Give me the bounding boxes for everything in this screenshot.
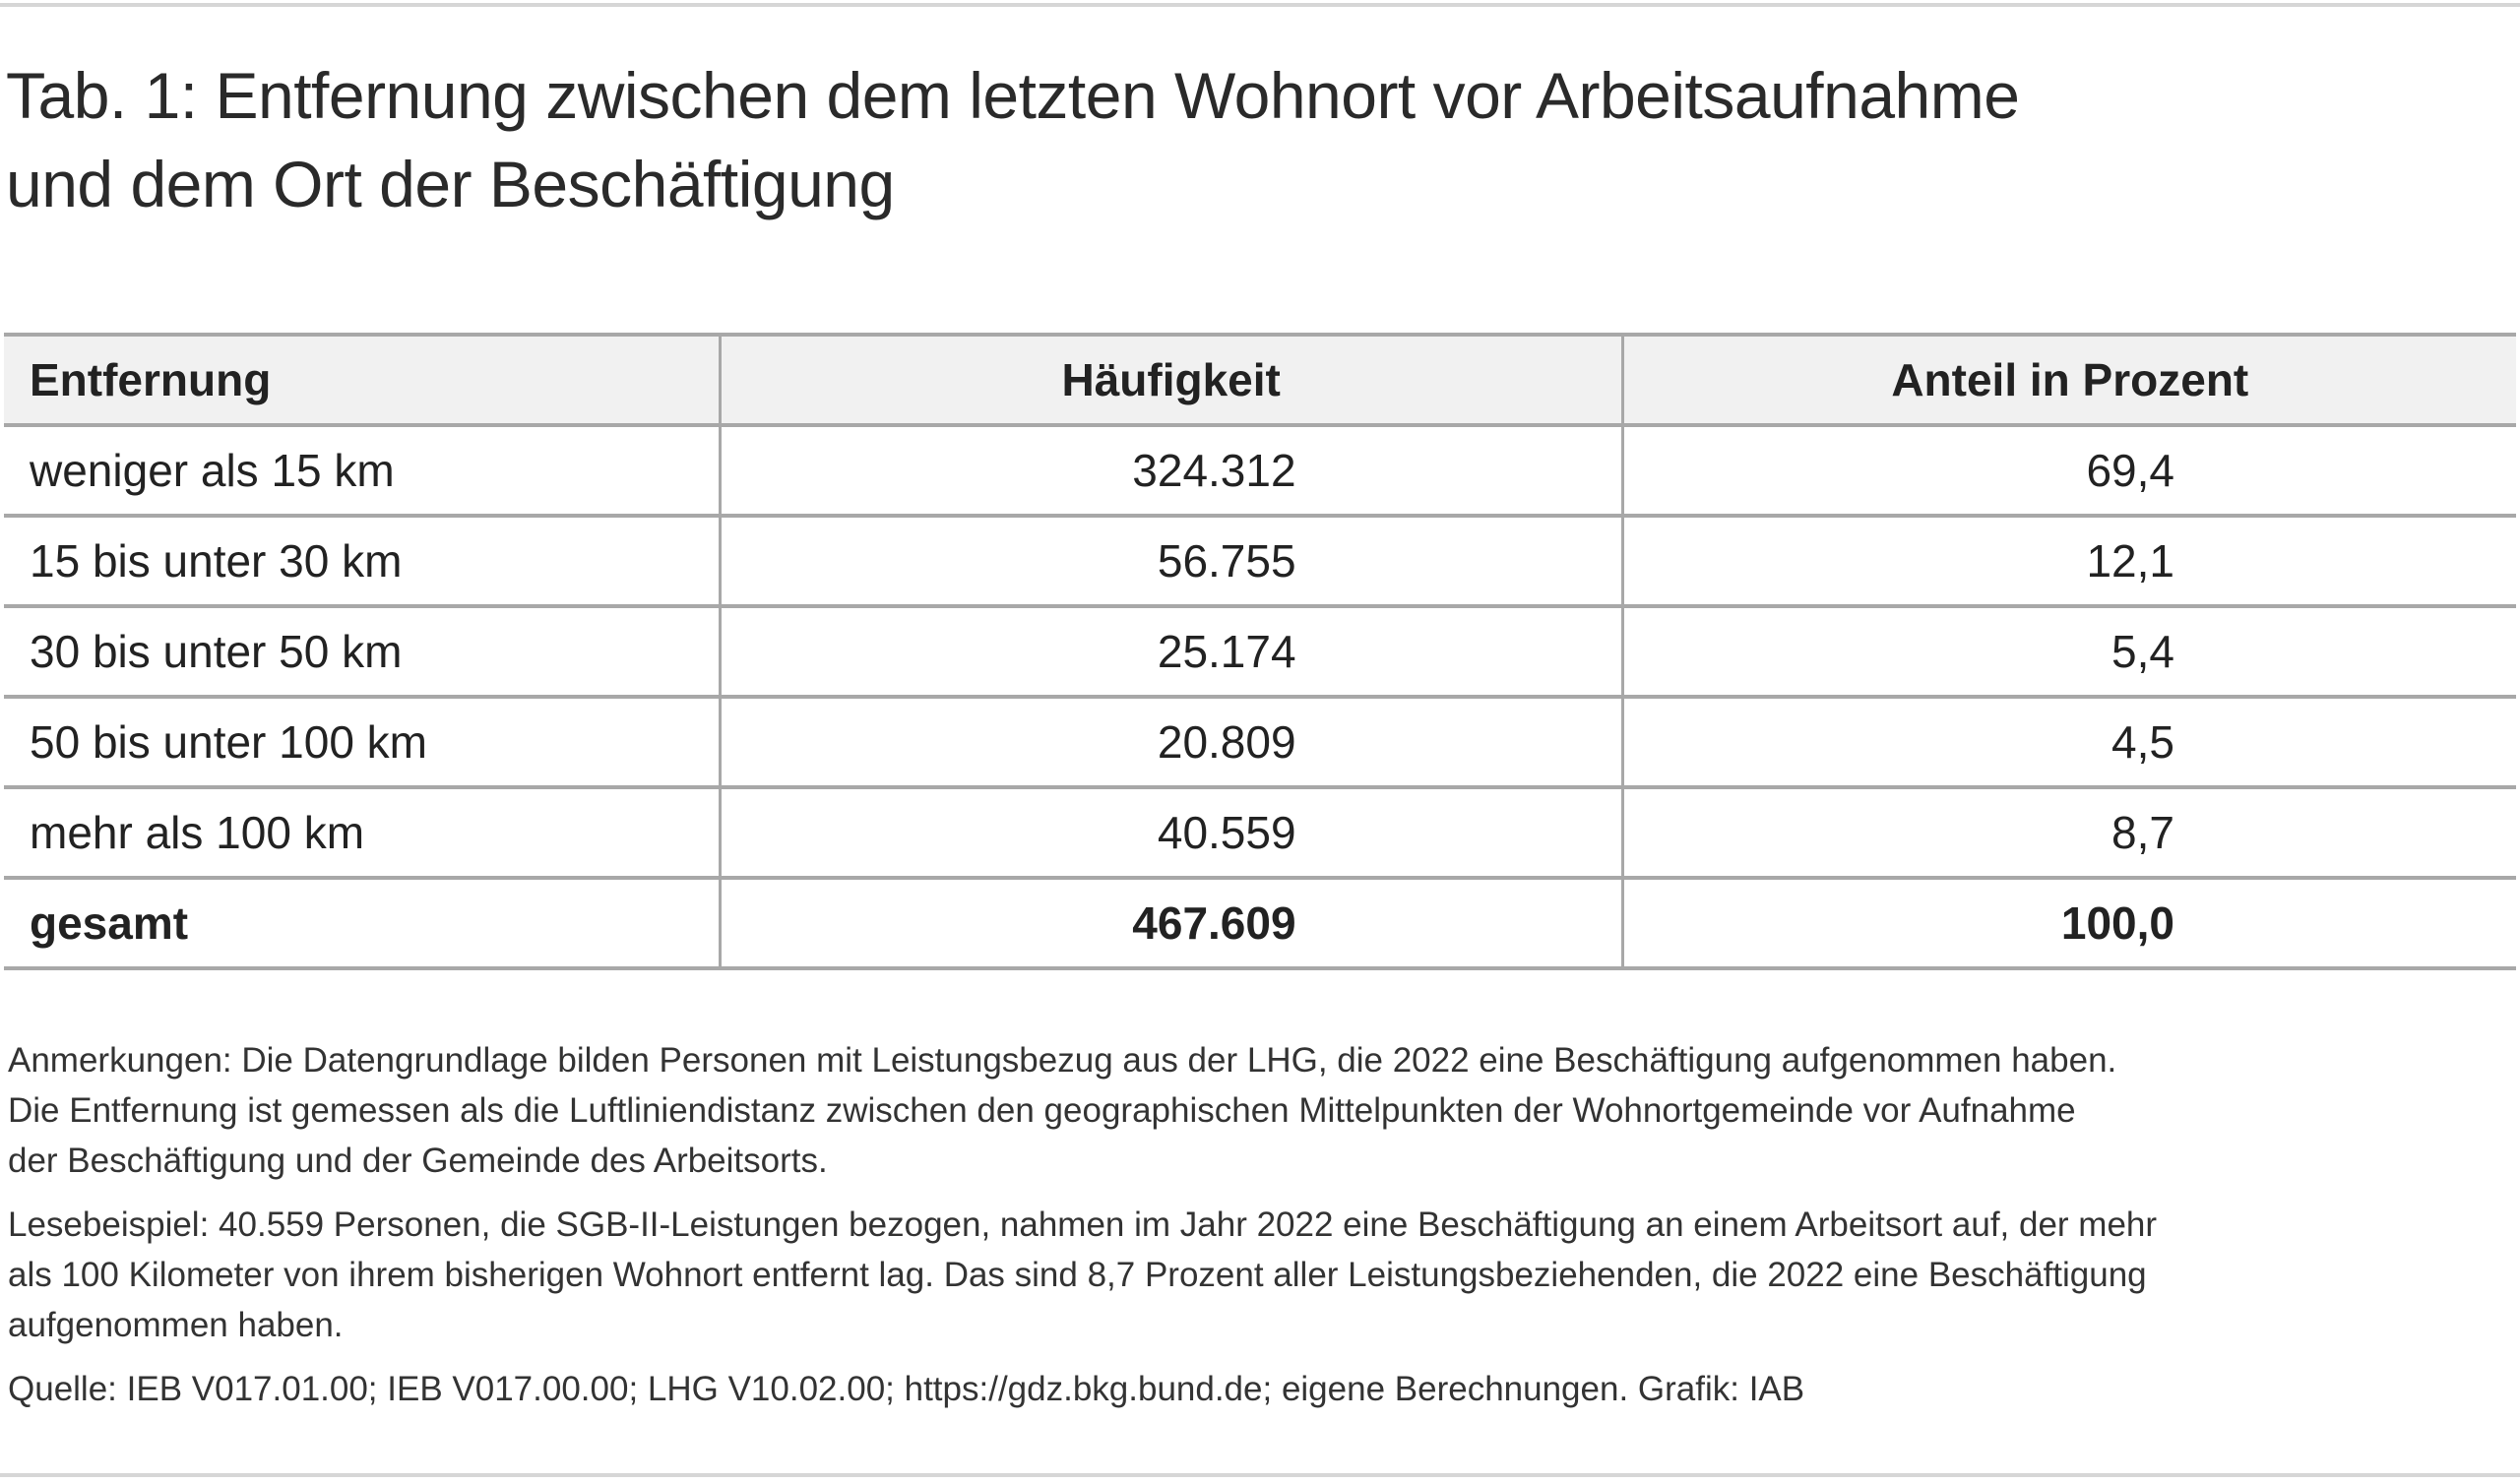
note-quelle: Quelle: IEB V017.01.00; IEB V017.00.00; … <box>8 1364 2157 1414</box>
cell-count: 56.755 <box>720 514 1624 606</box>
note-line: als 100 Kilometer von ihrem bisherigen W… <box>8 1256 2147 1294</box>
note-lesebeispiel: Lesebeispiel: 40.559 Personen, die SGB-I… <box>8 1200 2157 1350</box>
table-row: weniger als 15 km 324.312 69,4 <box>4 423 2516 516</box>
note-line: aufgenommen haben. <box>8 1306 344 1344</box>
table-row: 50 bis unter 100 km 20.809 4,5 <box>4 695 2516 787</box>
note-line: Anmerkungen: Die Datengrundlage bilden P… <box>8 1041 2117 1080</box>
table-notes: Anmerkungen: Die Datengrundlage bilden P… <box>8 1035 2157 1428</box>
cell-percent: 4,5 <box>1622 695 2516 787</box>
cell-count: 25.174 <box>720 604 1624 697</box>
cell-percent: 12,1 <box>1622 514 2516 606</box>
note-line: Die Entfernung ist gemessen als die Luft… <box>8 1091 2076 1130</box>
total-label: gesamt <box>4 876 722 970</box>
bottom-rule <box>0 1473 2520 1477</box>
cell-distance: mehr als 100 km <box>4 785 722 878</box>
header-entfernung: Entfernung <box>4 333 722 425</box>
header-row: Entfernung Häufigkeit Anteil in Prozent <box>4 333 2516 425</box>
table-row: mehr als 100 km 40.559 8,7 <box>4 785 2516 878</box>
note-anmerkungen: Anmerkungen: Die Datengrundlage bilden P… <box>8 1035 2157 1186</box>
cell-count: 40.559 <box>720 785 1624 878</box>
table-row: 30 bis unter 50 km 25.174 5,4 <box>4 604 2516 697</box>
cell-percent: 8,7 <box>1622 785 2516 878</box>
header-haeufigkeit: Häufigkeit <box>720 333 1624 425</box>
table-title: Tab. 1: Entfernung zwischen dem letzten … <box>6 51 2020 228</box>
title-line-2: und dem Ort der Beschäftigung <box>6 148 895 220</box>
cell-percent: 69,4 <box>1622 423 2516 516</box>
total-row: gesamt 467.609 100,0 <box>4 876 2516 970</box>
cell-distance: 50 bis unter 100 km <box>4 695 722 787</box>
title-line-1: Tab. 1: Entfernung zwischen dem letzten … <box>6 59 2020 132</box>
note-line: Lesebeispiel: 40.559 Personen, die SGB-I… <box>8 1205 2158 1244</box>
top-rule <box>0 3 2520 7</box>
cell-count: 20.809 <box>720 695 1624 787</box>
total-count: 467.609 <box>720 876 1624 970</box>
table-row: 15 bis unter 30 km 56.755 12,1 <box>4 514 2516 606</box>
note-line: der Beschäftigung und der Gemeinde des A… <box>8 1142 828 1180</box>
total-percent: 100,0 <box>1622 876 2516 970</box>
cell-percent: 5,4 <box>1622 604 2516 697</box>
cell-count: 324.312 <box>720 423 1624 516</box>
cell-distance: 30 bis unter 50 km <box>4 604 722 697</box>
distance-table: Entfernung Häufigkeit Anteil in Prozent … <box>4 333 2516 970</box>
cell-distance: weniger als 15 km <box>4 423 722 516</box>
header-anteil: Anteil in Prozent <box>1622 333 2516 425</box>
cell-distance: 15 bis unter 30 km <box>4 514 722 606</box>
source-line: Quelle: IEB V017.01.00; IEB V017.00.00; … <box>8 1370 1805 1408</box>
